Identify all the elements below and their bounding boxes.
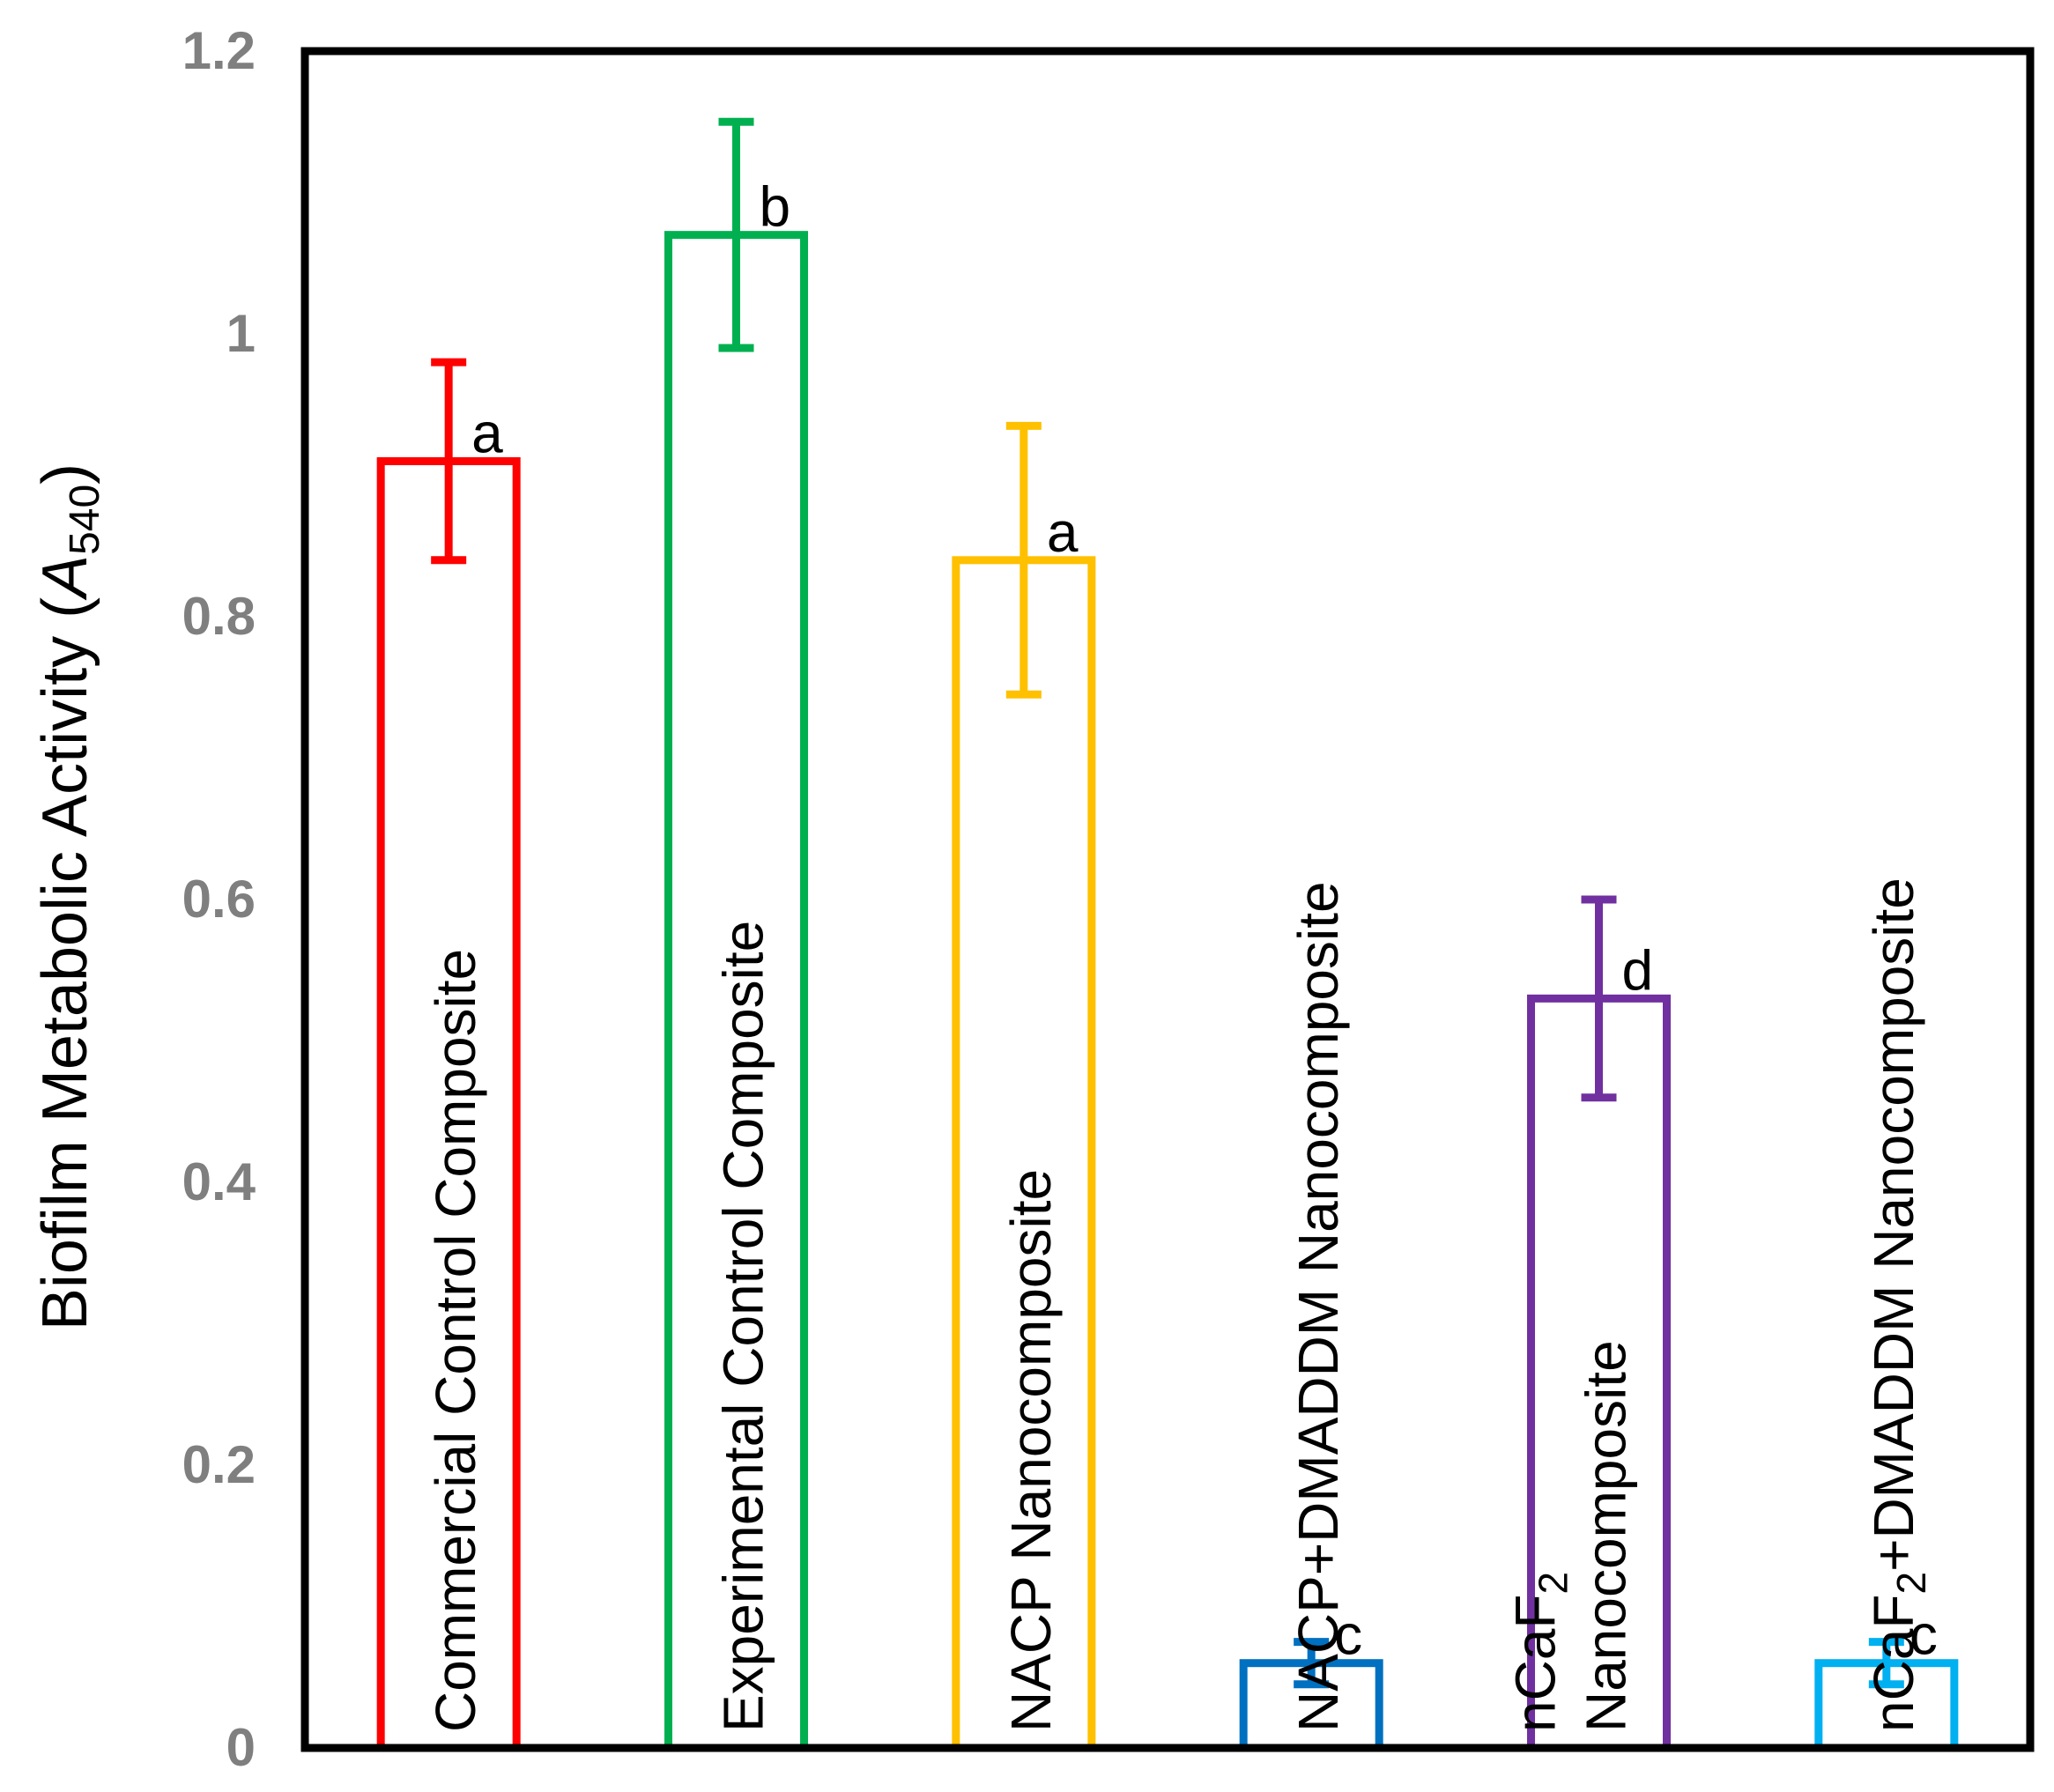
y-axis-title: Biofilm Metabolic Activity (A540) (30, 463, 108, 1330)
category-label: Nanocomposite (1575, 1340, 1638, 1732)
plot-frame (300, 47, 2035, 1752)
y-axis-title-var: A (30, 555, 100, 601)
y-tick-label: 0 (226, 1718, 256, 1777)
bar-group: b Experimental Control Composite (664, 117, 808, 1752)
significance-letter: c (1334, 1603, 1362, 1667)
y-tick-label: 0.2 (182, 1435, 256, 1494)
y-axis-title-close: ) (30, 463, 100, 485)
category-label: nCaF2+DMADDM Nanocomposite (1862, 877, 1934, 1732)
category-label: Experimental Control Composite (712, 921, 775, 1732)
y-tick-label: 1.2 (182, 21, 256, 80)
significance-letter: b (760, 175, 791, 239)
category-label: nCaF2 (1504, 1572, 1576, 1732)
category-label-part: nCaF (1504, 1595, 1568, 1733)
category-label: NACP Nanocomposite (999, 1169, 1063, 1732)
category-label-part: 2 (1888, 1572, 1934, 1595)
y-tick-label: 0.8 (182, 587, 256, 646)
category-label-part: Nanocomposite (1575, 1340, 1638, 1732)
bar-group: a NACP Nanocomposite (952, 421, 1096, 1752)
y-tick-label: 0.6 (182, 870, 256, 929)
y-axis-title-main: Biofilm Metabolic Activity ( (30, 597, 100, 1330)
significance-letter: a (471, 401, 503, 464)
significance-letter: c (1909, 1603, 1938, 1667)
y-tick-label: 0.4 (182, 1152, 256, 1211)
category-label-part: 2 (1531, 1572, 1576, 1595)
y-tick-label: 1 (226, 304, 256, 363)
y-axis-ticks: 0 0.2 0.4 0.6 0.8 1 1.2 (182, 21, 256, 1777)
bars: a Commercial Control Composite b Experiment… (376, 117, 1959, 1752)
significance-letter: d (1622, 938, 1654, 1002)
y-axis-title-sub: 540 (62, 485, 108, 555)
category-label-part: +DMADDM Nanocomposite (1862, 877, 1925, 1572)
category-label: Commercial Control Composite (424, 949, 487, 1732)
category-label-part: nCaF (1862, 1595, 1925, 1733)
category-label: NACP+DMADDM Nanocomposite (1287, 881, 1350, 1732)
bar-group: a Commercial Control Composite (376, 358, 521, 1752)
significance-letter: a (1047, 500, 1079, 564)
